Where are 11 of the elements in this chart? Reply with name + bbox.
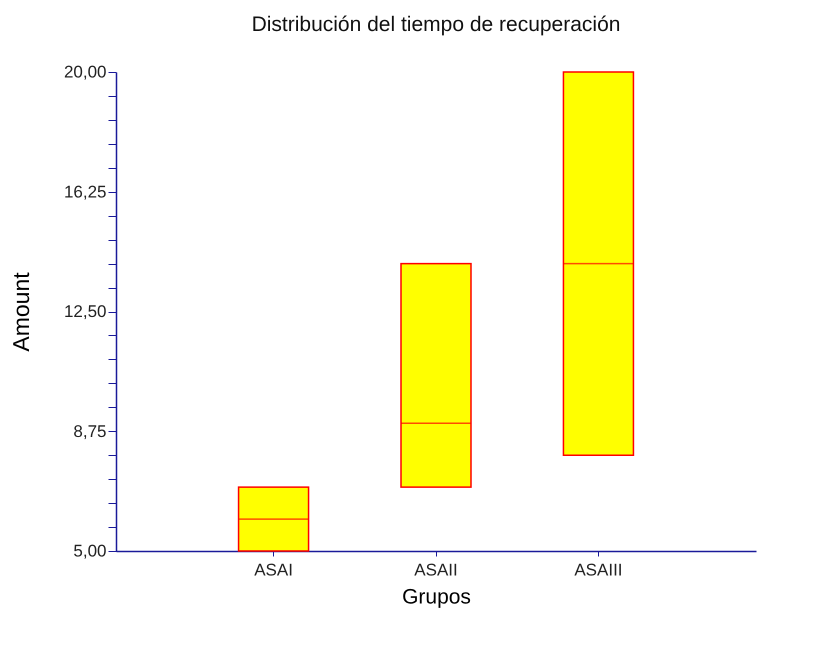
y-axis-title: Amount	[8, 272, 34, 352]
x-tick-label: ASAIII	[574, 560, 623, 580]
y-tick-label: 12,50	[64, 302, 106, 321]
chart-title: Distribución del tiempo de recuperación	[252, 13, 620, 36]
x-tick-label: ASAI	[254, 560, 293, 580]
x-tick-label: ASAII	[414, 560, 458, 580]
y-tick-label: 5,00	[73, 542, 106, 560]
y-tick-label: 16,25	[64, 182, 106, 202]
y-tick-label: 20,00	[64, 62, 106, 82]
x-axis-title: Grupos	[402, 586, 471, 608]
y-tick-label: 8,75	[73, 422, 106, 441]
